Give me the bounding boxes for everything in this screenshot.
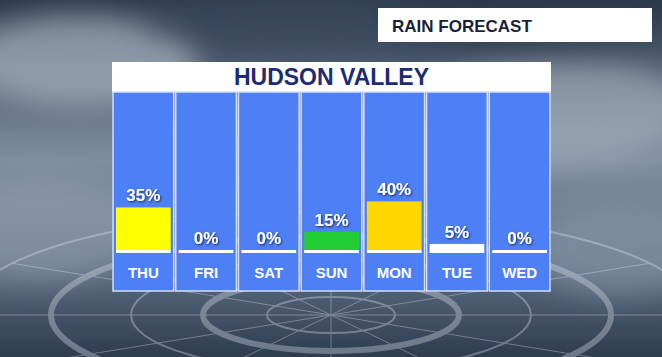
radar-spoke xyxy=(331,315,516,357)
chart-svg: RAIN FORECAST HUDSON VALLEY 35% 0% 0% 15% 40% 5… xyxy=(0,0,662,357)
column-frame xyxy=(176,92,237,291)
bar xyxy=(179,250,234,251)
title-box xyxy=(378,8,652,42)
header-band xyxy=(112,62,551,92)
data-label: 0% xyxy=(507,229,532,248)
category-label: FRI xyxy=(194,264,218,281)
category-labels: THU FRI SAT SUN MON TUE WED xyxy=(128,264,537,281)
chart-root: RAIN FORECAST HUDSON VALLEY 35% 0% 0% 15% 40% 5… xyxy=(0,0,662,357)
data-labels: 35% 0% 0% 15% 40% 5% 0% xyxy=(126,180,532,248)
category-label: SAT xyxy=(254,264,283,281)
bar xyxy=(430,244,485,250)
category-label: TUE xyxy=(442,264,472,281)
data-label: 0% xyxy=(256,229,281,248)
data-label: 0% xyxy=(194,229,219,248)
bar xyxy=(116,207,171,250)
title: RAIN FORECAST xyxy=(392,17,532,36)
columns xyxy=(113,92,550,291)
baseline xyxy=(430,250,485,253)
column-frame xyxy=(364,92,425,291)
column-frame xyxy=(301,92,362,291)
baseline xyxy=(304,250,359,253)
data-label: 35% xyxy=(126,186,160,205)
data-label: 5% xyxy=(445,223,470,242)
category-label: MON xyxy=(377,264,412,281)
subtitle: HUDSON VALLEY xyxy=(234,64,429,90)
baseline xyxy=(492,250,547,253)
bar xyxy=(241,250,296,251)
category-label: THU xyxy=(128,264,159,281)
baseline xyxy=(241,250,296,253)
radar-spoke xyxy=(146,315,331,357)
radar-spoke xyxy=(331,315,332,357)
baseline xyxy=(367,250,422,253)
radar-spoke xyxy=(331,315,651,357)
baseline xyxy=(179,250,234,253)
baseline xyxy=(116,250,171,253)
bar xyxy=(367,201,422,250)
bar xyxy=(492,250,547,251)
category-label: WED xyxy=(502,264,537,281)
column-frame xyxy=(238,92,299,291)
bar xyxy=(304,232,359,250)
data-label: 15% xyxy=(314,211,348,230)
bars xyxy=(116,201,484,250)
baselines xyxy=(116,250,547,253)
background xyxy=(0,0,662,357)
data-label: 40% xyxy=(377,180,411,199)
radar-spoke xyxy=(0,315,331,316)
column-frame xyxy=(427,92,488,291)
category-label: SUN xyxy=(316,264,348,281)
radar-spoke xyxy=(331,315,662,316)
column-frame xyxy=(489,92,550,291)
radar-spoke xyxy=(11,315,331,357)
column-frame xyxy=(113,92,174,291)
